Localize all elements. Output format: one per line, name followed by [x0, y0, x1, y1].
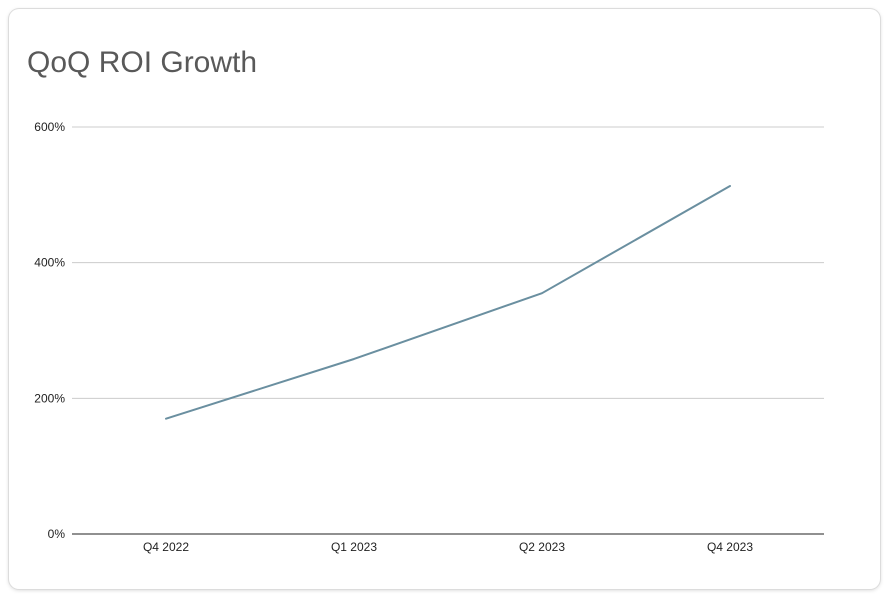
- y-tick-label: 600%: [34, 120, 65, 134]
- line-chart: 0%200%400%600% Q4 2022 Q1 2023 Q2 2023 Q4 2…: [34, 120, 824, 554]
- y-tick-label: 0%: [48, 527, 66, 541]
- gridlines: [72, 126, 824, 535]
- chart-card: QoQ ROI Growth 0% 200% 400% 600% Q4 2022 Q1 …: [9, 9, 880, 589]
- y-axis-ticks: 0% 200% 400% 600%: [34, 120, 65, 541]
- chart-title: QoQ ROI Growth: [27, 46, 258, 79]
- x-tick-label: Q2 2023: [519, 540, 565, 554]
- series-layer: [165, 185, 731, 420]
- x-tick-label: Q4 2022: [143, 540, 189, 554]
- x-tick-label: Q1 2023: [331, 540, 377, 554]
- x-tick-label: Q4 2023: [707, 540, 753, 554]
- y-tick-label: 200%: [34, 391, 65, 405]
- series-line: [165, 185, 731, 420]
- x-axis-ticks: Q4 2022 Q1 2023 Q2 2023 Q4 2023: [143, 540, 753, 554]
- y-tick-label: 400%: [34, 256, 65, 270]
